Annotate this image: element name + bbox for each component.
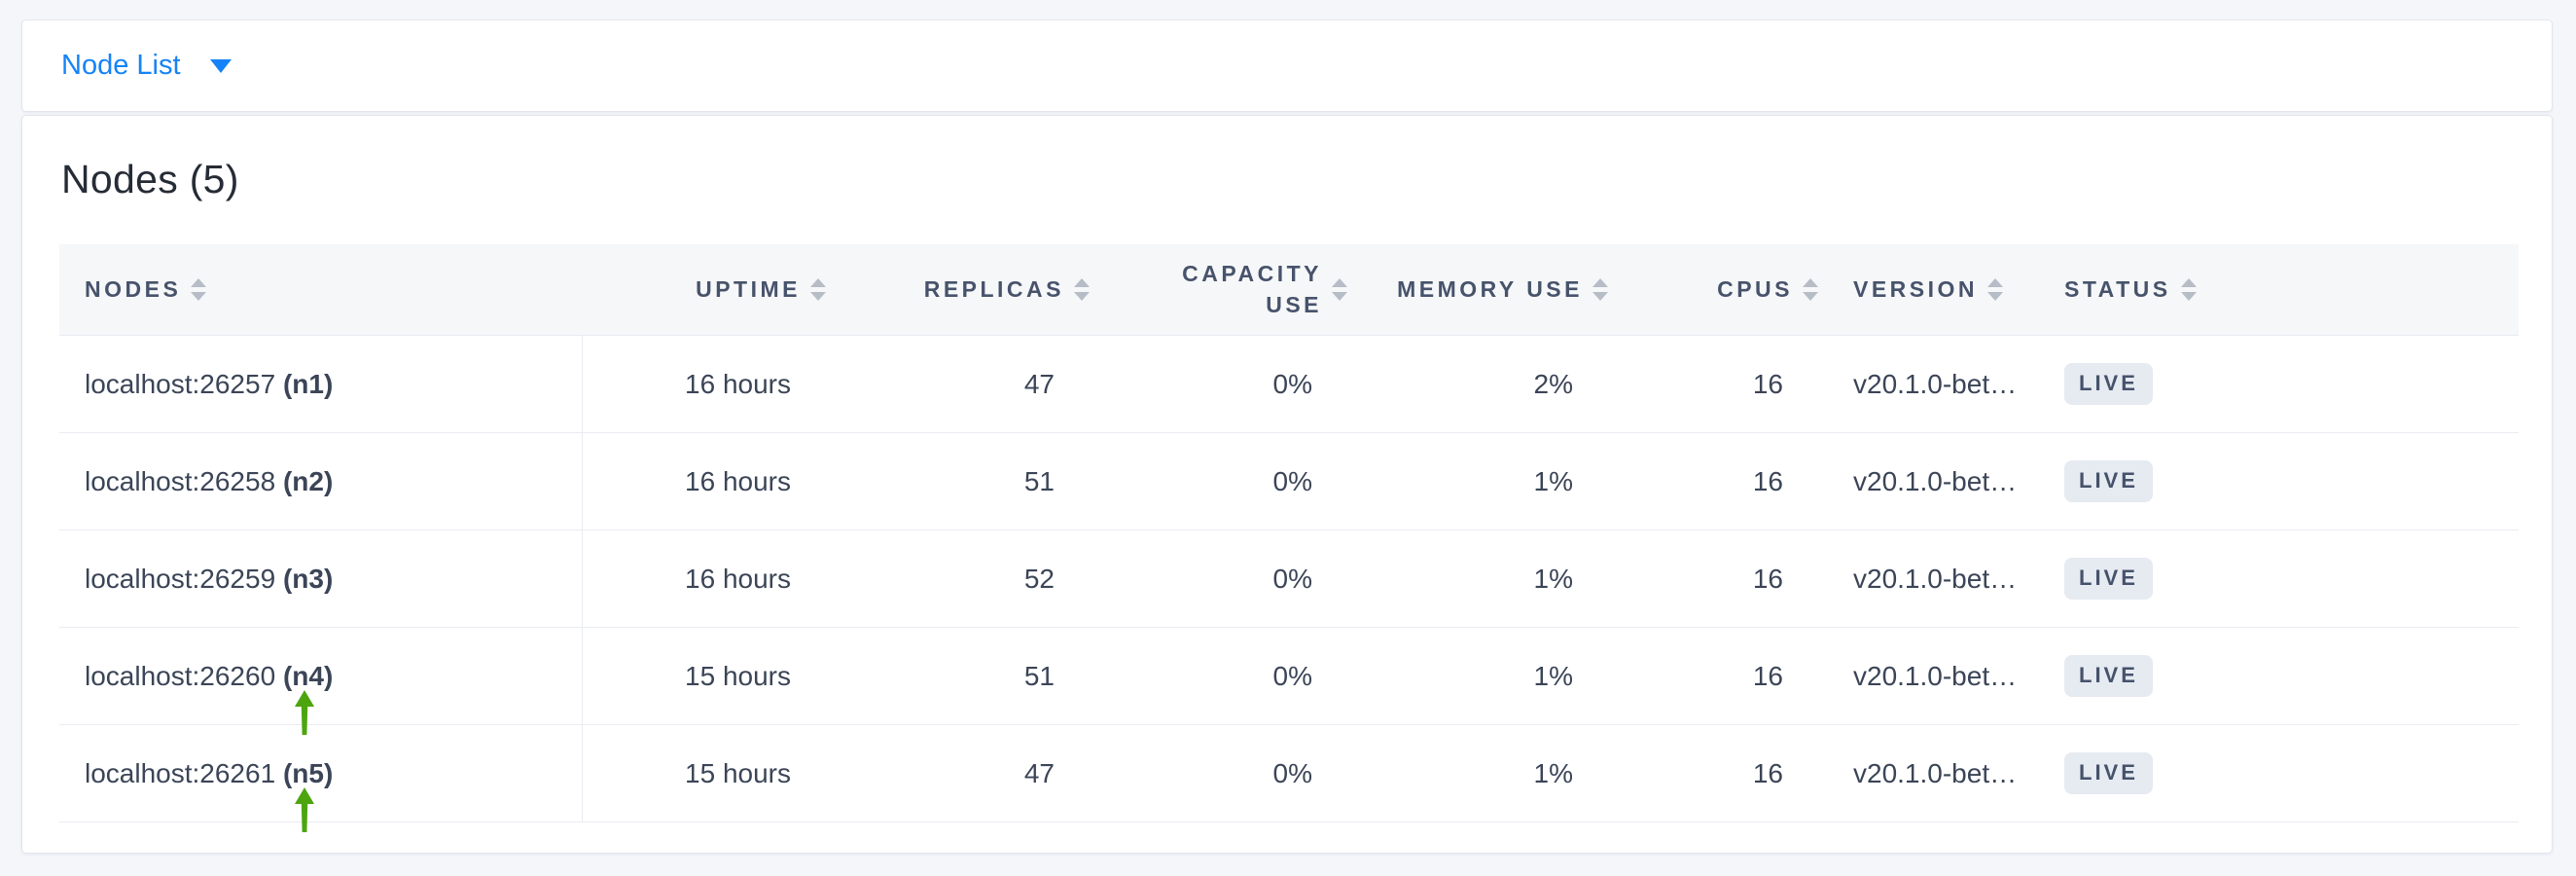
cell-nodes: localhost:26259 (n3) (59, 529, 583, 628)
cell-replicas: 47 (841, 335, 1105, 433)
cell-nodes: localhost:26258 (n2) (59, 432, 583, 530)
cell-capacity_use: 0% (1105, 432, 1363, 530)
node-list-dropdown-label: Node List (61, 50, 181, 81)
cell-uptime: 15 hours (582, 724, 841, 822)
cell-memory_use: 2% (1363, 335, 1624, 433)
cell-status: LIVE (2039, 335, 2519, 433)
cell-uptime: 15 hours (582, 627, 841, 725)
cell-uptime: 16 hours (582, 529, 841, 628)
nodes-table: Nodes Uptime Replicas Capacity Use Memory Us… (59, 244, 2519, 832)
sort-icon (810, 278, 826, 301)
cell-version: v20.1.0-bet… (1834, 724, 2039, 822)
cell-cpus: 16 (1624, 724, 1834, 822)
chevron-down-icon (209, 58, 232, 73)
cell-capacity_use: 0% (1105, 627, 1363, 725)
column-label-uptime: Uptime (696, 276, 801, 302)
node-row-n3[interactable]: localhost:26259 (n3) 16 hours 52 0% 1% 16 v20.… (59, 529, 2519, 628)
nodes-panel: Nodes (5) Nodes Uptime Replicas Capacity Us… (21, 115, 2553, 854)
cell-replicas: 51 (841, 432, 1105, 530)
node-row-n4[interactable]: localhost:26260 (n4) 15 hours 51 0% 1% 16 v20.… (59, 627, 2519, 735)
status-badge: LIVE (2064, 460, 2153, 502)
status-badge: LIVE (2064, 363, 2153, 405)
sort-icon (191, 278, 207, 301)
view-selector-bar: Node List (21, 19, 2553, 112)
column-header-capacity_use[interactable]: Capacity Use (1105, 244, 1363, 336)
cell-cpus: 16 (1624, 335, 1834, 433)
status-badge: LIVE (2064, 558, 2153, 600)
green-up-arrow-icon (295, 690, 314, 735)
cell-memory_use: 1% (1363, 724, 1624, 822)
cell-replicas: 47 (841, 724, 1105, 822)
table-header-row: Nodes Uptime Replicas Capacity Use Memory Us… (59, 244, 2519, 336)
cell-nodes: localhost:26260 (n4) (59, 627, 583, 735)
cell-replicas: 51 (841, 627, 1105, 725)
column-header-nodes[interactable]: Nodes (59, 244, 582, 336)
column-header-replicas[interactable]: Replicas (841, 244, 1105, 336)
cell-memory_use: 1% (1363, 432, 1624, 530)
column-label-capacity_use: Capacity Use (1182, 261, 1322, 317)
cell-status: LIVE (2039, 432, 2519, 530)
sort-icon (1074, 278, 1090, 301)
node-id: (n2) (282, 465, 334, 496)
column-header-version[interactable]: Version (1834, 244, 2039, 336)
node-row-n2[interactable]: localhost:26258 (n2) 16 hours 51 0% 1% 16 v20.… (59, 432, 2519, 530)
status-badge: LIVE (2064, 655, 2153, 697)
cell-cpus: 16 (1624, 529, 1834, 628)
cell-memory_use: 1% (1363, 627, 1624, 725)
node-id: (n5) (282, 757, 334, 788)
node-list-dropdown[interactable]: Node List (61, 50, 232, 82)
node-id: (n3) (282, 563, 334, 594)
cell-uptime: 16 hours (582, 432, 841, 530)
cell-version: v20.1.0-bet… (1834, 627, 2039, 725)
cell-version: v20.1.0-bet… (1834, 432, 2039, 530)
node-row-n1[interactable]: localhost:26257 (n1) 16 hours 47 0% 2% 16 v20.… (59, 335, 2519, 433)
cell-memory_use: 1% (1363, 529, 1624, 628)
node-address: localhost:26258 (85, 465, 283, 496)
node-id: (n1) (282, 368, 334, 399)
cell-status: LIVE (2039, 627, 2519, 725)
nodes-count-title: Nodes (5) (61, 157, 239, 201)
cell-status: LIVE (2039, 529, 2519, 628)
column-label-nodes: Nodes (85, 276, 182, 302)
sort-icon (1592, 278, 1608, 301)
node-id: (n4) (282, 660, 334, 691)
cell-version: v20.1.0-bet… (1834, 529, 2039, 628)
cell-capacity_use: 0% (1105, 529, 1363, 628)
green-up-arrow-icon (295, 787, 314, 832)
cell-uptime: 16 hours (582, 335, 841, 433)
column-label-memory_use: Memory Use (1397, 276, 1583, 302)
sort-icon (1803, 278, 1818, 301)
column-label-status: Status (2064, 276, 2171, 302)
sort-icon (1332, 278, 1347, 301)
node-address: localhost:26260 (85, 660, 283, 691)
cell-replicas: 52 (841, 529, 1105, 628)
node-address: localhost:26257 (85, 368, 283, 399)
column-label-replicas: Replicas (923, 276, 1064, 302)
cell-capacity_use: 0% (1105, 724, 1363, 822)
sort-icon (1987, 278, 2004, 301)
column-header-cpus[interactable]: CPUs (1624, 244, 1834, 336)
cell-status: LIVE (2039, 724, 2519, 822)
column-label-cpus: CPUs (1717, 276, 1793, 302)
status-badge: LIVE (2064, 752, 2153, 794)
cell-version: v20.1.0-bet… (1834, 335, 2039, 433)
cell-cpus: 16 (1624, 627, 1834, 725)
sort-icon (2180, 278, 2197, 301)
column-header-uptime[interactable]: Uptime (582, 244, 841, 336)
column-header-memory_use[interactable]: Memory Use (1363, 244, 1624, 336)
cell-nodes: localhost:26261 (n5) (59, 724, 583, 832)
column-header-status[interactable]: Status (2039, 244, 2519, 336)
cell-capacity_use: 0% (1105, 335, 1363, 433)
node-address: localhost:26259 (85, 563, 283, 594)
node-row-n5[interactable]: localhost:26261 (n5) 15 hours 47 0% 1% 16 v20.… (59, 724, 2519, 832)
cell-cpus: 16 (1624, 432, 1834, 530)
cell-nodes: localhost:26257 (n1) (59, 335, 583, 433)
node-address: localhost:26261 (85, 757, 283, 788)
column-label-version: Version (1853, 276, 1979, 302)
